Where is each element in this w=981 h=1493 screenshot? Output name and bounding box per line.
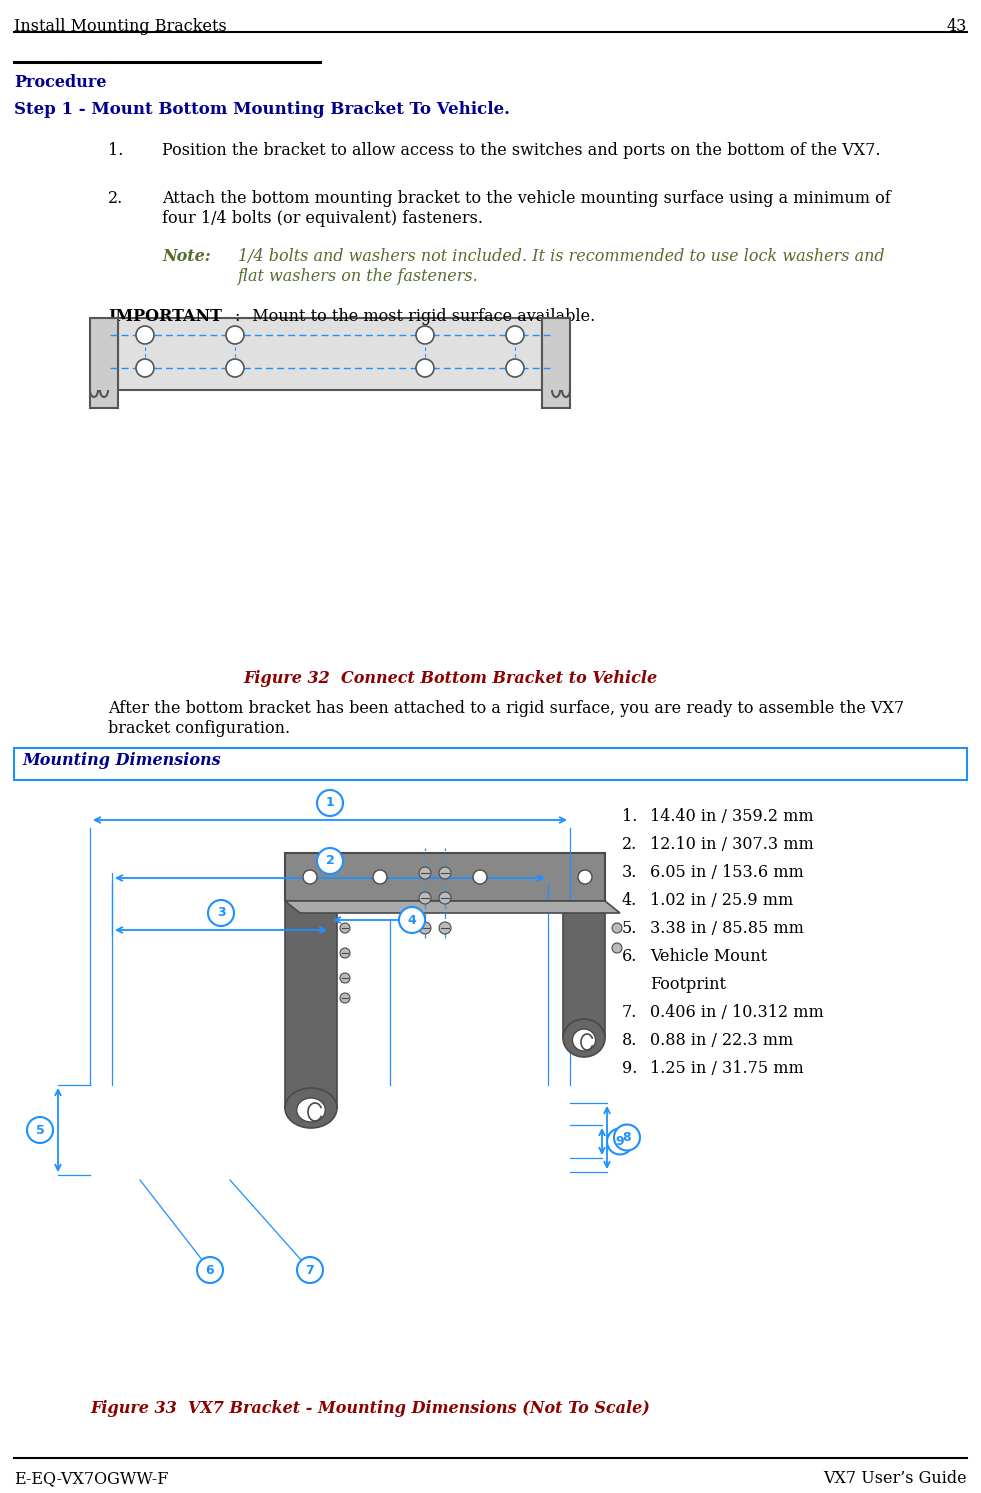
Text: Install Mounting Brackets: Install Mounting Brackets bbox=[14, 18, 227, 34]
Polygon shape bbox=[285, 900, 620, 914]
Circle shape bbox=[226, 358, 244, 378]
Text: 12.10 in / 307.3 mm: 12.10 in / 307.3 mm bbox=[650, 836, 814, 853]
Circle shape bbox=[419, 867, 431, 879]
Circle shape bbox=[473, 870, 487, 884]
Text: 1.: 1. bbox=[108, 142, 124, 158]
Bar bbox=[14, 748, 967, 779]
Text: Vehicle Mount: Vehicle Mount bbox=[650, 948, 767, 964]
Circle shape bbox=[399, 908, 425, 933]
Text: 3.38 in / 85.85 mm: 3.38 in / 85.85 mm bbox=[650, 920, 803, 938]
Ellipse shape bbox=[563, 1020, 605, 1057]
Text: IMPORTANT: IMPORTANT bbox=[108, 308, 222, 325]
Text: 8: 8 bbox=[623, 1132, 632, 1144]
Text: Mount to the most rigid surface available.: Mount to the most rigid surface availabl… bbox=[242, 308, 595, 325]
Text: 5: 5 bbox=[35, 1124, 44, 1136]
Circle shape bbox=[439, 923, 451, 935]
Ellipse shape bbox=[296, 1097, 326, 1123]
Circle shape bbox=[27, 1117, 53, 1144]
Text: 1: 1 bbox=[326, 796, 335, 809]
Text: VX7 User’s Guide: VX7 User’s Guide bbox=[823, 1471, 967, 1487]
Circle shape bbox=[340, 923, 350, 933]
Text: Mounting Dimensions: Mounting Dimensions bbox=[22, 752, 221, 769]
Text: 1.: 1. bbox=[622, 808, 638, 826]
Ellipse shape bbox=[285, 1088, 337, 1129]
Text: 6.: 6. bbox=[622, 948, 638, 964]
Text: 0.406 in / 10.312 mm: 0.406 in / 10.312 mm bbox=[650, 1003, 824, 1021]
Text: Step 1 - Mount Bottom Mounting Bracket To Vehicle.: Step 1 - Mount Bottom Mounting Bracket T… bbox=[14, 102, 510, 118]
Text: 1.25 in / 31.75 mm: 1.25 in / 31.75 mm bbox=[650, 1060, 803, 1076]
Circle shape bbox=[612, 923, 622, 933]
Circle shape bbox=[416, 325, 434, 343]
Circle shape bbox=[317, 790, 343, 817]
Text: 6: 6 bbox=[206, 1263, 214, 1277]
Text: 9: 9 bbox=[616, 1135, 624, 1148]
Circle shape bbox=[340, 948, 350, 959]
Circle shape bbox=[506, 325, 524, 343]
Text: 1.02 in / 25.9 mm: 1.02 in / 25.9 mm bbox=[650, 891, 794, 909]
Circle shape bbox=[340, 973, 350, 982]
Text: 2: 2 bbox=[326, 854, 335, 867]
Circle shape bbox=[197, 1257, 223, 1282]
Text: Footprint: Footprint bbox=[650, 976, 726, 993]
Text: 2.: 2. bbox=[622, 836, 638, 853]
Circle shape bbox=[614, 1124, 640, 1151]
Circle shape bbox=[373, 870, 387, 884]
Circle shape bbox=[416, 358, 434, 378]
Polygon shape bbox=[285, 900, 337, 1108]
Circle shape bbox=[506, 358, 524, 378]
Polygon shape bbox=[563, 900, 605, 1038]
Text: bracket configuration.: bracket configuration. bbox=[108, 720, 290, 738]
Text: 4: 4 bbox=[408, 914, 416, 927]
Text: :: : bbox=[234, 308, 239, 325]
Circle shape bbox=[419, 891, 431, 903]
Text: E-EQ-VX7OGWW-F: E-EQ-VX7OGWW-F bbox=[14, 1471, 169, 1487]
Circle shape bbox=[317, 848, 343, 873]
Circle shape bbox=[419, 923, 431, 935]
Text: Position the bracket to allow access to the switches and ports on the bottom of : Position the bracket to allow access to … bbox=[162, 142, 881, 158]
Text: four 1/4 bolts (or equivalent) fasteners.: four 1/4 bolts (or equivalent) fasteners… bbox=[162, 211, 483, 227]
Text: 14.40 in / 359.2 mm: 14.40 in / 359.2 mm bbox=[650, 808, 813, 826]
Bar bbox=[118, 318, 542, 390]
Text: Figure 33  VX7 Bracket - Mounting Dimensions (Not To Scale): Figure 33 VX7 Bracket - Mounting Dimensi… bbox=[90, 1400, 650, 1417]
Text: 7: 7 bbox=[306, 1263, 314, 1277]
Circle shape bbox=[136, 325, 154, 343]
Circle shape bbox=[439, 891, 451, 903]
Text: flat washers on the fasteners.: flat washers on the fasteners. bbox=[238, 269, 479, 285]
Text: Attach the bottom mounting bracket to the vehicle mounting surface using a minim: Attach the bottom mounting bracket to th… bbox=[162, 190, 891, 208]
Text: 3: 3 bbox=[217, 906, 226, 920]
Circle shape bbox=[226, 325, 244, 343]
Circle shape bbox=[208, 900, 234, 926]
Text: 43: 43 bbox=[947, 18, 967, 34]
Text: Figure 32  Connect Bottom Bracket to Vehicle: Figure 32 Connect Bottom Bracket to Vehi… bbox=[243, 670, 657, 687]
Circle shape bbox=[578, 870, 592, 884]
Circle shape bbox=[303, 870, 317, 884]
Ellipse shape bbox=[573, 1029, 595, 1051]
Text: 8.: 8. bbox=[622, 1032, 638, 1050]
Text: 6.05 in / 153.6 mm: 6.05 in / 153.6 mm bbox=[650, 864, 803, 881]
Text: 9.: 9. bbox=[622, 1060, 638, 1076]
Circle shape bbox=[340, 993, 350, 1003]
Polygon shape bbox=[285, 853, 605, 900]
Text: 1/4 bolts and washers not included. It is recommended to use lock washers and: 1/4 bolts and washers not included. It i… bbox=[238, 248, 885, 264]
Circle shape bbox=[439, 867, 451, 879]
Circle shape bbox=[612, 944, 622, 953]
Circle shape bbox=[297, 1257, 323, 1282]
Text: 4.: 4. bbox=[622, 891, 638, 909]
Circle shape bbox=[136, 358, 154, 378]
Text: 5.: 5. bbox=[622, 920, 638, 938]
Text: Procedure: Procedure bbox=[14, 75, 107, 91]
Bar bbox=[90, 318, 118, 408]
Text: 3.: 3. bbox=[622, 864, 638, 881]
Text: After the bottom bracket has been attached to a rigid surface, you are ready to : After the bottom bracket has been attach… bbox=[108, 700, 904, 717]
Text: Note:: Note: bbox=[162, 248, 211, 264]
Bar bbox=[542, 318, 570, 408]
Text: 0.88 in / 22.3 mm: 0.88 in / 22.3 mm bbox=[650, 1032, 794, 1050]
Circle shape bbox=[607, 1129, 633, 1154]
Text: 2.: 2. bbox=[108, 190, 124, 208]
Text: 7.: 7. bbox=[622, 1003, 638, 1021]
